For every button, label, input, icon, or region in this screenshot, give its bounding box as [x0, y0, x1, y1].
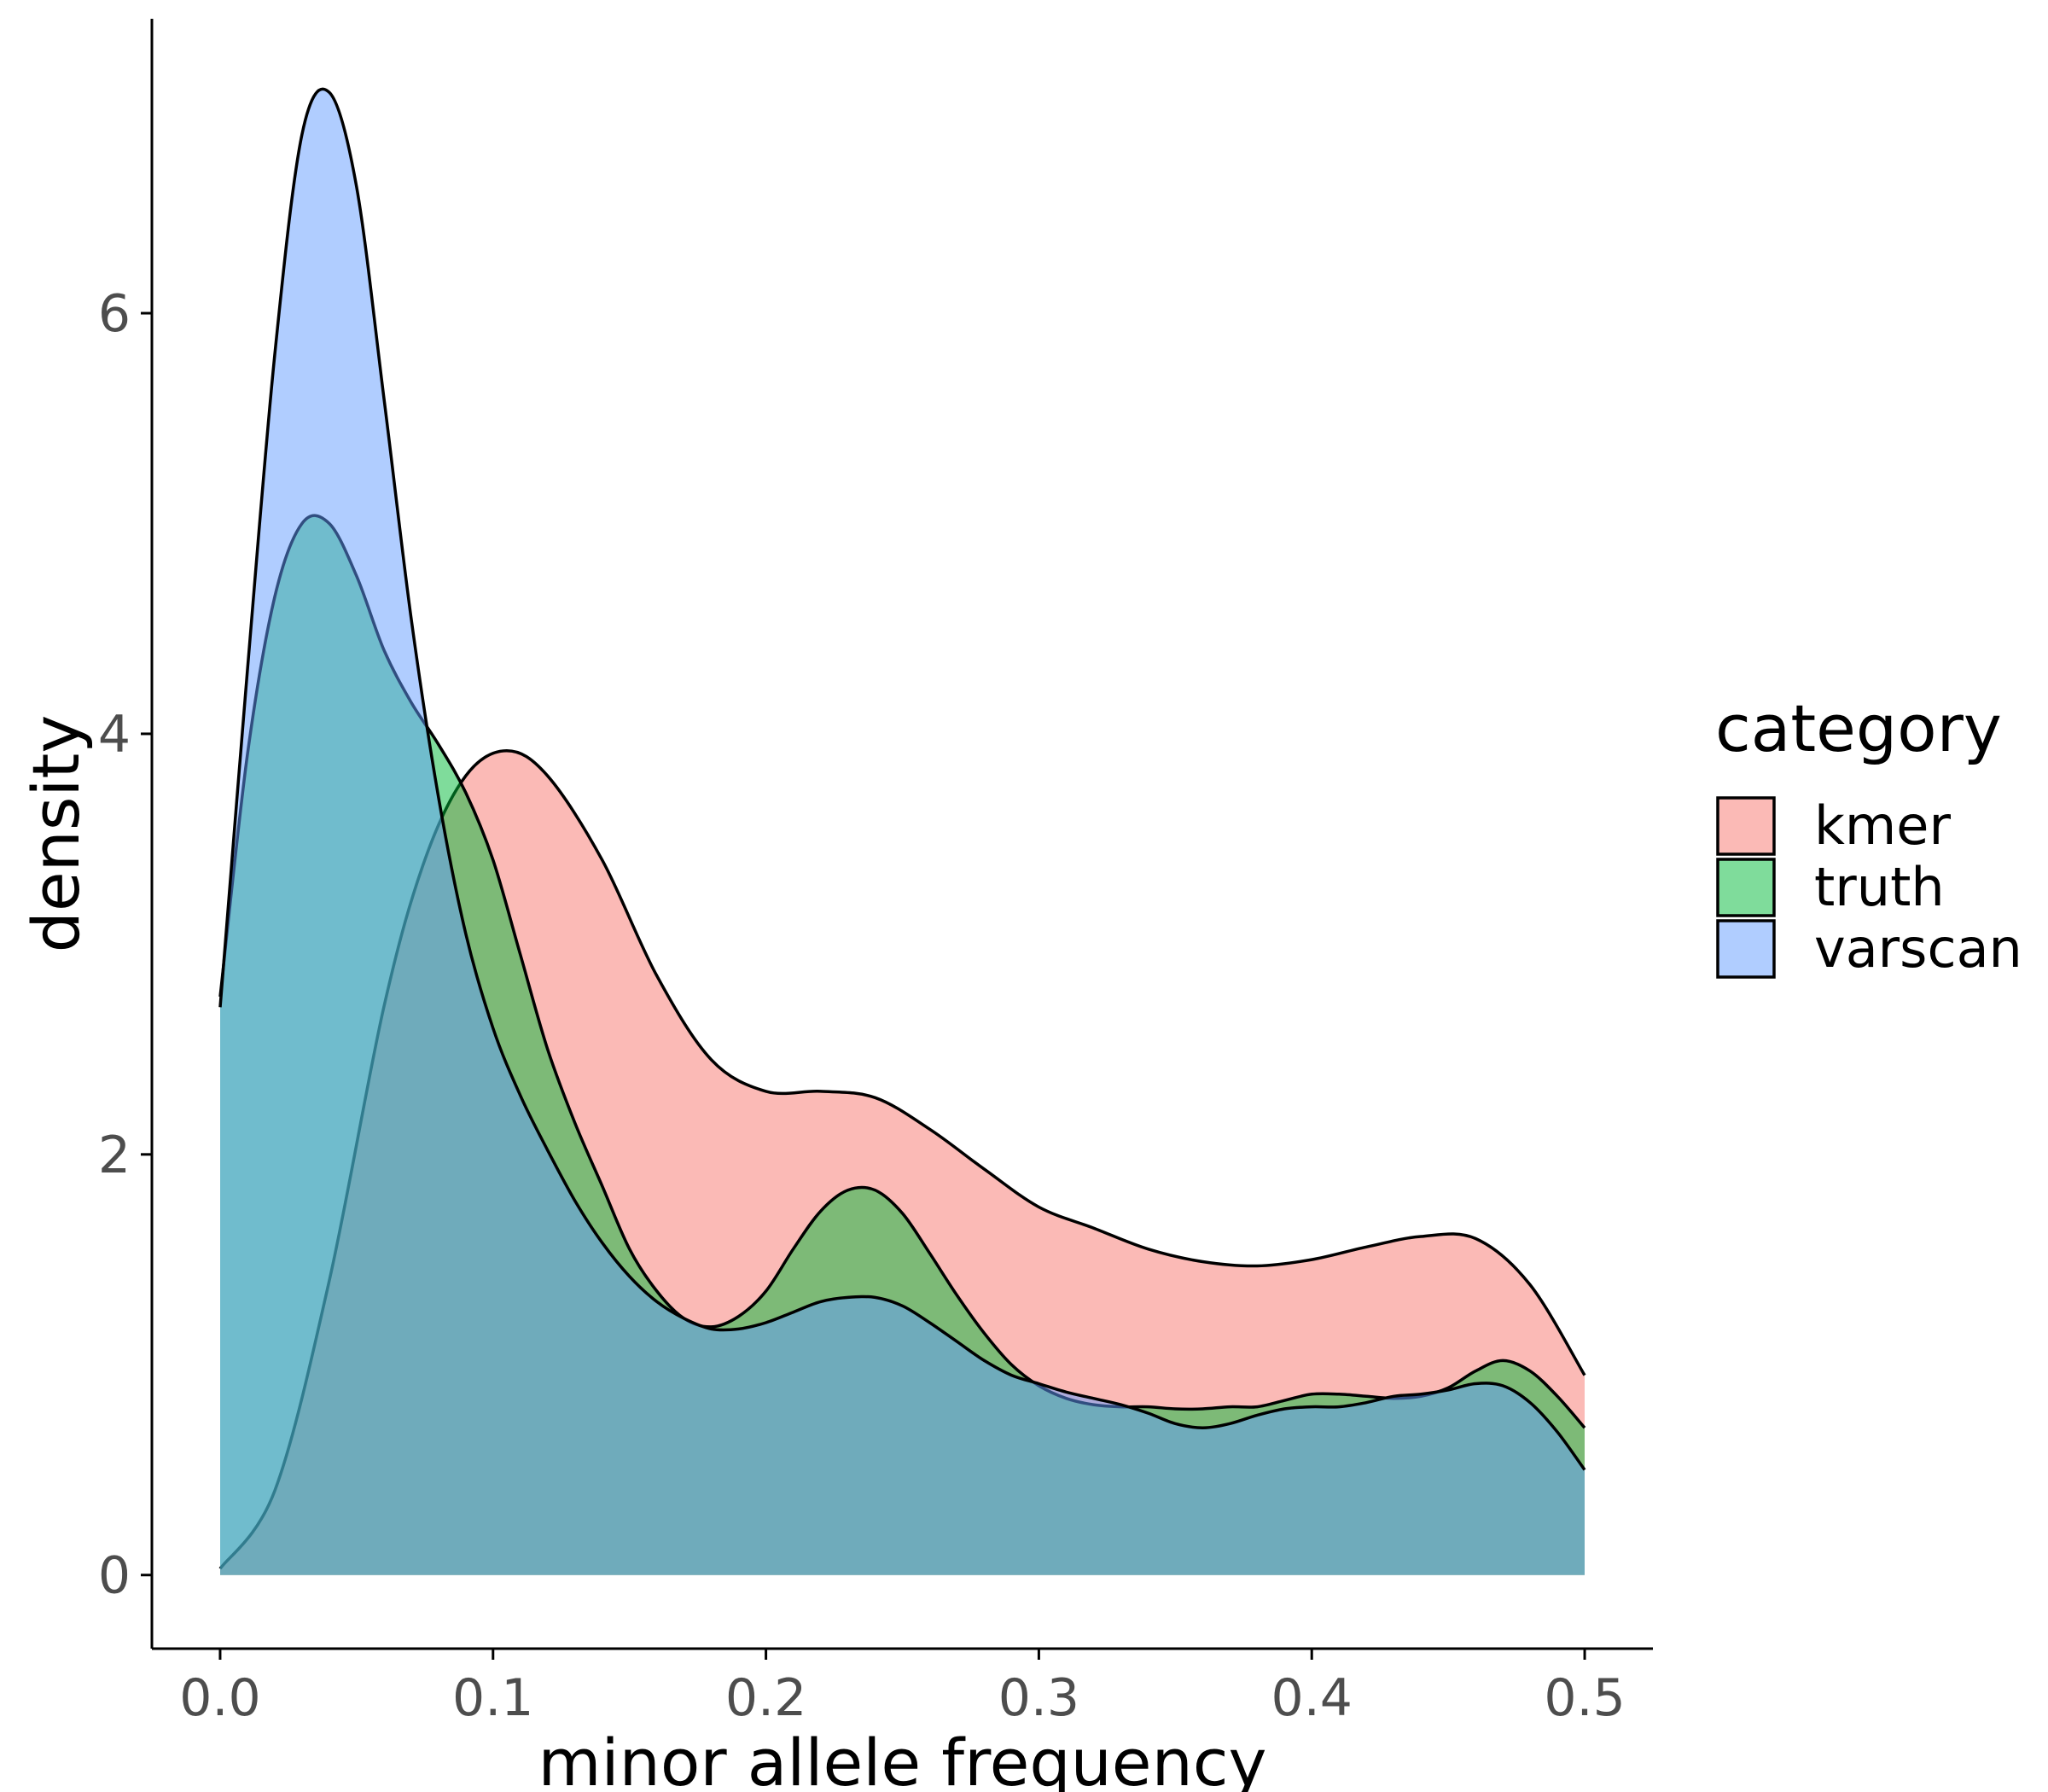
plot-panel — [218, 87, 1586, 1575]
x-tick-label: 0.5 — [1544, 1668, 1625, 1728]
y-tick-label: 0 — [98, 1546, 131, 1606]
legend-swatch-truth — [1716, 858, 1776, 917]
x-tick-label: 0.3 — [998, 1668, 1079, 1728]
legend-title: category — [1715, 690, 2002, 766]
y-tick-label: 2 — [98, 1126, 131, 1185]
axes: 0.0 0.1 0.2 0.3 0.4 0.5 0 2 4 6 — [98, 19, 1653, 1728]
x-tick-label: 0.4 — [1271, 1668, 1353, 1728]
x-axis-title: minor allele frequency — [538, 1725, 1267, 1792]
y-axis-title: density — [18, 715, 94, 953]
x-axis-ticks: 0.0 0.1 0.2 0.3 0.4 0.5 — [179, 1649, 1626, 1728]
x-tick-label: 0.1 — [452, 1668, 533, 1728]
legend-label-kmer: kmer — [1814, 794, 1951, 857]
y-axis-ticks: 0 2 4 6 — [98, 284, 152, 1606]
x-tick-label: 0.2 — [725, 1668, 806, 1728]
density-area-varscan — [220, 89, 1585, 1575]
legend-swatch-varscan — [1716, 919, 1776, 979]
legend-label-truth: truth — [1814, 856, 1945, 918]
y-tick-label: 6 — [98, 284, 131, 344]
density-line-varscan — [218, 87, 1586, 1471]
y-tick-label: 4 — [98, 705, 131, 765]
legend-swatch-kmer — [1716, 796, 1776, 856]
legend-label-varscan: varscan — [1814, 917, 2022, 980]
x-tick-label: 0.0 — [179, 1668, 260, 1728]
